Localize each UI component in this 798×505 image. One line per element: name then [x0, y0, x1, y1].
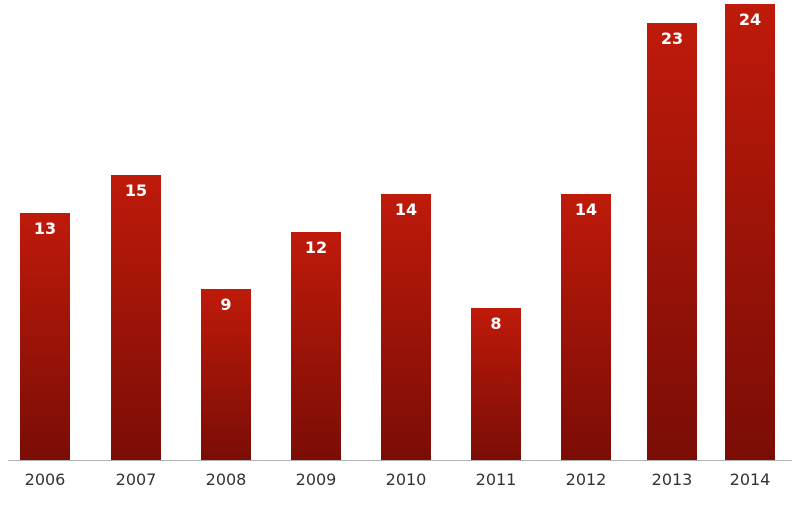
- data-label-2009: 12: [305, 238, 327, 257]
- data-label-2008: 9: [220, 295, 231, 314]
- x-tick-2010: 2010: [386, 470, 427, 489]
- data-label-2013: 23: [661, 29, 683, 48]
- bar-2007: [111, 175, 161, 460]
- data-label-2007: 15: [125, 181, 147, 200]
- x-tick-2009: 2009: [296, 470, 337, 489]
- bar-2013: [647, 23, 697, 460]
- x-tick-2011: 2011: [476, 470, 517, 489]
- data-label-2006: 13: [34, 219, 56, 238]
- x-tick-labels-layer: 2006 2007 2008 2009 2010 2011 2012 2013 2014: [25, 470, 771, 489]
- x-tick-2006: 2006: [25, 470, 66, 489]
- x-tick-2007: 2007: [116, 470, 157, 489]
- bar-2014: [725, 4, 775, 460]
- bar-2010: [381, 194, 431, 460]
- data-label-2011: 8: [490, 314, 501, 333]
- bar-2012: [561, 194, 611, 460]
- x-tick-2008: 2008: [206, 470, 247, 489]
- data-label-2010: 14: [395, 200, 417, 219]
- bar-2009: [291, 232, 341, 460]
- data-label-2014: 24: [739, 10, 761, 29]
- data-label-2012: 14: [575, 200, 597, 219]
- bar-2011: [471, 308, 521, 460]
- bar-2008: [201, 289, 251, 460]
- bar-2006: [20, 213, 70, 460]
- bars-layer: [20, 4, 775, 460]
- value-labels-layer: 13 15 9 12 14 8 14 23 24: [34, 10, 761, 333]
- x-tick-2013: 2013: [652, 470, 693, 489]
- x-tick-2014: 2014: [730, 470, 771, 489]
- x-tick-2012: 2012: [566, 470, 607, 489]
